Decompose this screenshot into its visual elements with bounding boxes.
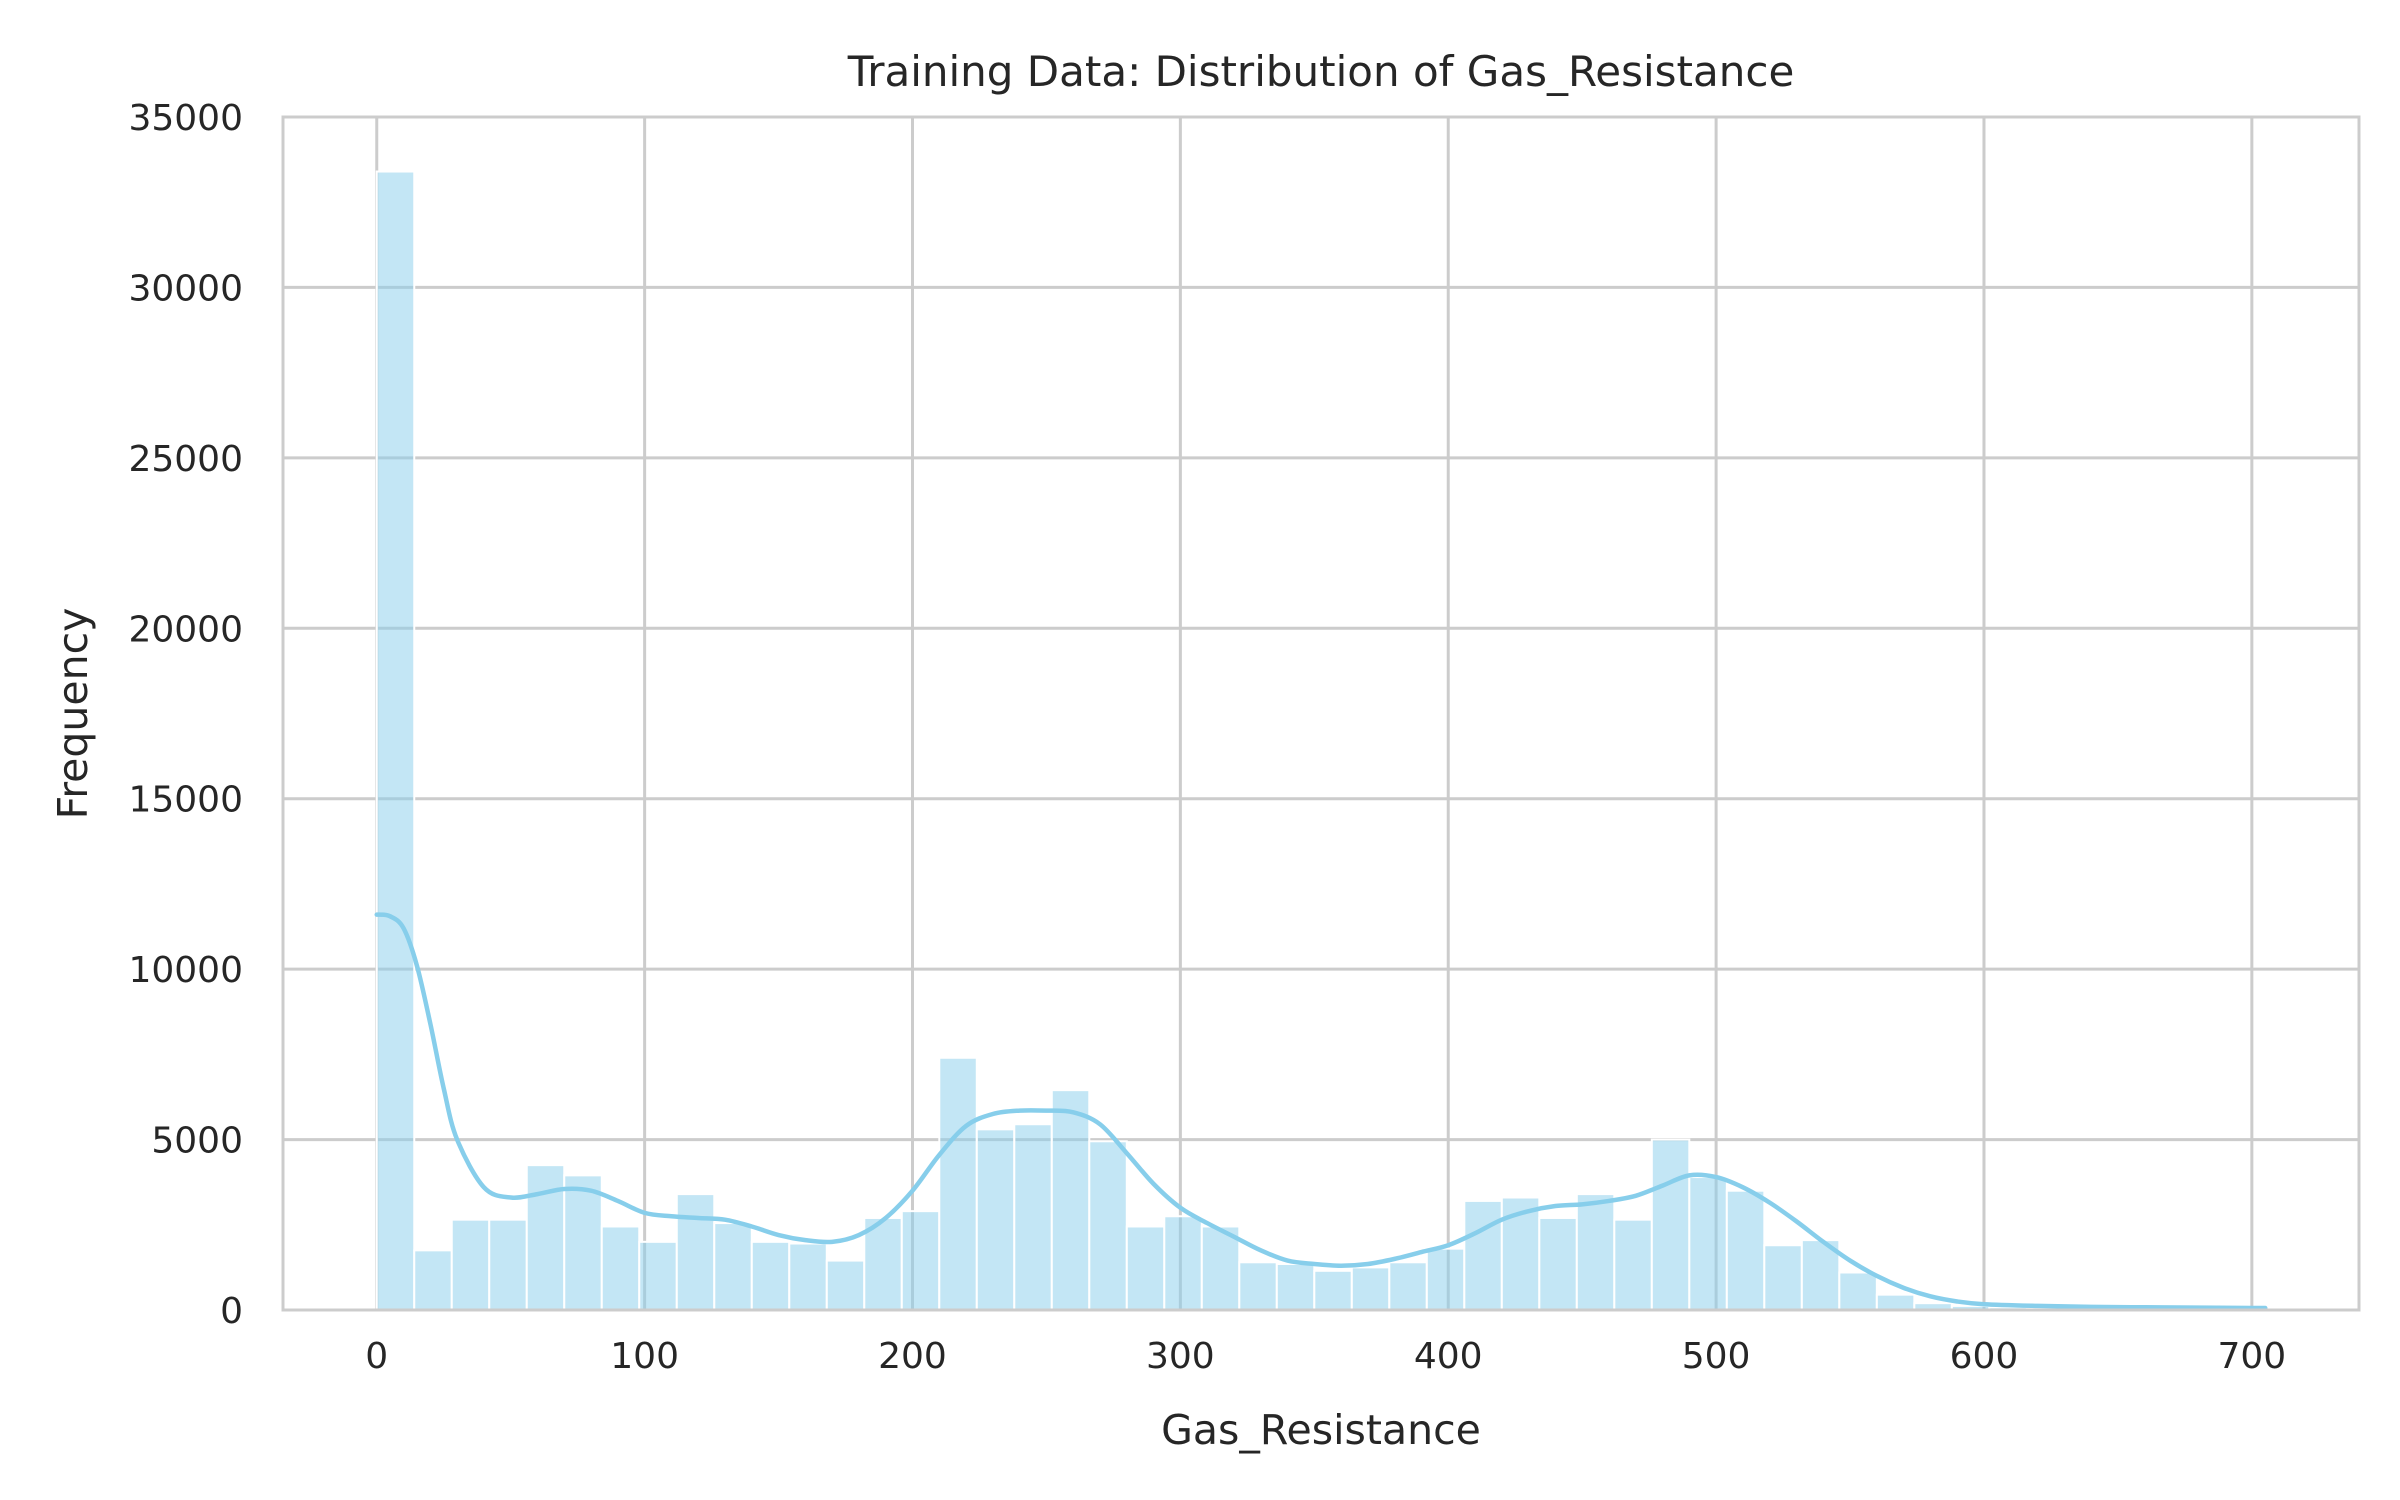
histogram-bar: [638, 1240, 678, 1312]
x-tick-label: 700: [2217, 1336, 2286, 1377]
y-tick-label: 5000: [151, 1121, 243, 1162]
histogram-bar: [1613, 1218, 1653, 1311]
kde-line: [374, 912, 2268, 1311]
histogram-bar: [938, 1056, 978, 1312]
histogram-bar: [375, 170, 416, 1312]
histogram-bars: [375, 170, 2291, 1312]
y-tick-label: 15000: [128, 780, 243, 821]
y-tick-label: 20000: [128, 609, 243, 650]
histogram-bar: [1725, 1189, 1766, 1311]
histogram-bar: [1088, 1140, 1128, 1312]
histogram-bar: [488, 1218, 528, 1311]
y-axis-label: Frequency: [49, 608, 97, 820]
y-tick-label: 30000: [128, 268, 243, 309]
plot-frame: [281, 115, 2361, 1312]
histogram-bar: [750, 1240, 791, 1312]
histogram-bar: [1050, 1089, 1091, 1311]
x-tick-label: 200: [878, 1336, 947, 1377]
chart-title: Training Data: Distribution of Gas_Resis…: [847, 47, 1795, 96]
x-tick-label: 100: [610, 1336, 679, 1377]
y-tick-label: 10000: [128, 950, 243, 991]
histogram-bar: [675, 1193, 716, 1311]
histogram-bar: [975, 1128, 1016, 1311]
histogram-bar: [450, 1218, 491, 1311]
y-tick-label: 0: [220, 1291, 243, 1332]
histogram-bar: [900, 1210, 941, 1312]
histogram-bar: [413, 1249, 453, 1311]
histogram-bar: [1875, 1293, 1916, 1311]
y-tick-label: 35000: [128, 98, 243, 139]
histogram-bar: [525, 1164, 566, 1312]
x-axis-label: Gas_Resistance: [1161, 1406, 1481, 1454]
x-tick-label: 500: [1682, 1336, 1751, 1377]
histogram-bar: [1313, 1269, 1353, 1311]
histogram-bar: [1463, 1199, 1503, 1311]
histogram-bar: [563, 1174, 603, 1312]
histogram-bar: [1838, 1271, 1878, 1312]
histogram-bar: [788, 1242, 828, 1311]
histogram-bar: [1538, 1216, 1578, 1312]
histogram-bar: [1425, 1247, 1466, 1312]
y-tick-labels: 0 5000 10000 15000 20000 25000 30000 35000: [128, 98, 243, 1332]
histogram-bar: [825, 1259, 866, 1311]
histogram-bar: [1350, 1266, 1391, 1311]
x-tick-labels: 0 100 200 300 400 500 600 700: [365, 1336, 2286, 1377]
histogram-bar: [1238, 1261, 1278, 1312]
x-tick-label: 400: [1414, 1336, 1483, 1377]
histogram-bar: [1763, 1244, 1803, 1312]
histogram-bar: [1650, 1138, 1691, 1311]
histogram-bar: [1013, 1123, 1053, 1312]
kde-curve-layer: [374, 912, 2268, 1311]
y-tick-label: 25000: [128, 439, 243, 480]
histogram-bar: [1388, 1261, 1428, 1312]
histogram-bar: [1163, 1215, 1203, 1311]
x-tick-label: 600: [1950, 1336, 2019, 1377]
histogram-bar: [1275, 1262, 1316, 1311]
histogram-bar: [713, 1222, 753, 1311]
histogram-bar: [600, 1225, 641, 1311]
histogram-bar: [1688, 1176, 1728, 1311]
histogram-bar: [1125, 1225, 1166, 1311]
histogram-bar: [1575, 1193, 1616, 1311]
x-tick-label: 300: [1146, 1336, 1215, 1377]
x-tick-label: 0: [365, 1336, 388, 1377]
